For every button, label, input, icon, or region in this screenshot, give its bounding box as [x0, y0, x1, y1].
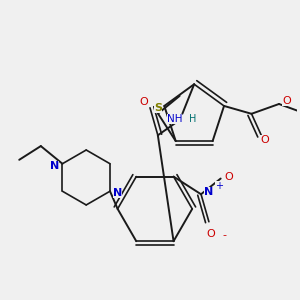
Text: O: O	[140, 97, 148, 107]
Text: O: O	[283, 96, 291, 106]
Text: S: S	[154, 103, 162, 113]
Text: O: O	[260, 135, 269, 145]
Text: NH: NH	[167, 114, 182, 124]
Text: O: O	[224, 172, 233, 182]
Text: N: N	[113, 188, 122, 198]
Text: -: -	[223, 230, 226, 241]
Text: H: H	[188, 114, 196, 124]
Text: N: N	[204, 187, 214, 197]
Text: N: N	[50, 161, 59, 171]
Text: O: O	[206, 229, 215, 238]
Text: +: +	[215, 182, 223, 191]
